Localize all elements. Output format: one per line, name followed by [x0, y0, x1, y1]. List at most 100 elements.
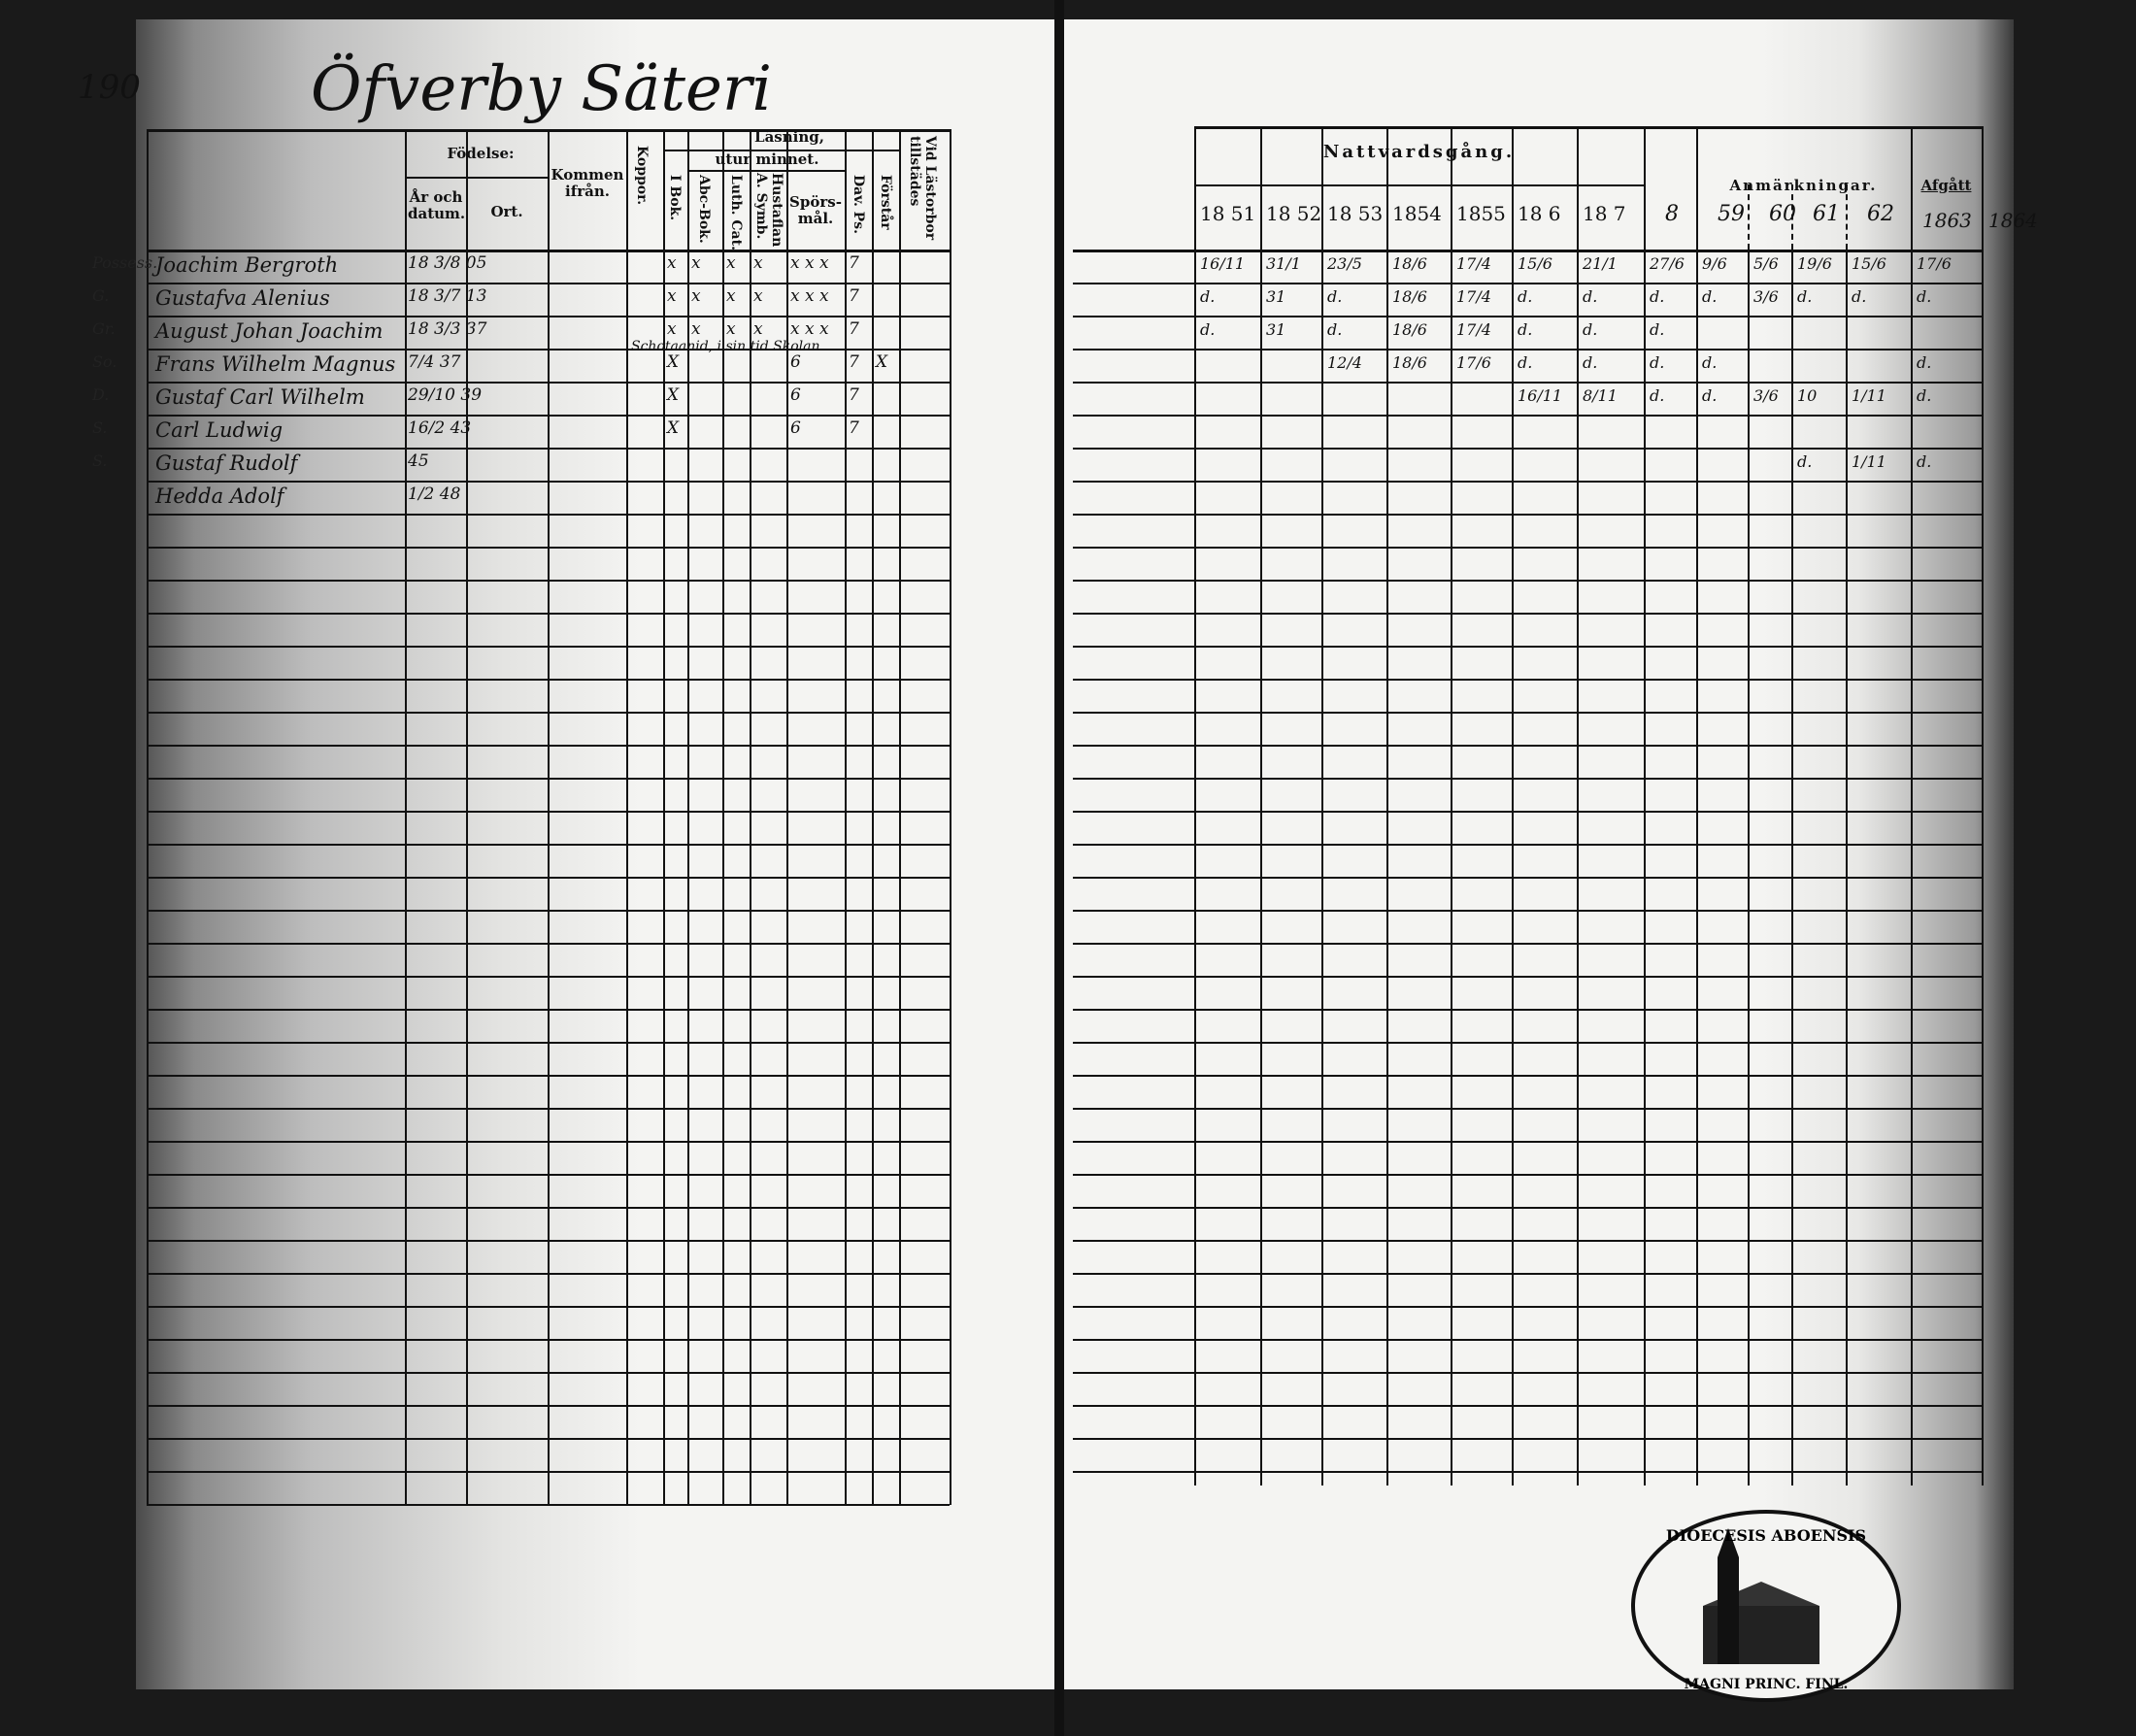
row-line	[1073, 481, 1982, 483]
row-line	[147, 976, 950, 978]
communion-entry: 12/4	[1327, 353, 1362, 372]
row-line	[147, 250, 950, 252]
margin-note: So.	[92, 352, 117, 371]
column-line	[626, 129, 628, 1505]
column-line	[1512, 126, 1514, 1486]
header-line	[663, 150, 899, 151]
communion-entry: 23/5	[1327, 254, 1362, 273]
reading-mark: x	[753, 253, 763, 273]
column-line	[722, 129, 724, 1505]
communion-entry: d.	[1200, 287, 1216, 306]
year-header: 18 53	[1327, 202, 1384, 225]
reading-mark: X	[667, 418, 680, 438]
communion-entry: 31/1	[1266, 254, 1301, 273]
row-line	[1073, 1207, 1982, 1209]
remark-year-header: 59	[1718, 202, 1745, 226]
header-koppor: Koppor.	[634, 146, 650, 206]
header-forstar: Förstår	[878, 175, 893, 230]
birth-date: 18 3/3 37	[408, 319, 487, 339]
remark-year-header: 8	[1665, 202, 1679, 226]
header-sporsmal: Spörs-mål.	[789, 193, 842, 227]
row-line	[147, 1174, 950, 1176]
birth-date: 7/4 37	[408, 352, 461, 372]
column-line	[1194, 126, 1196, 1486]
column-line	[1846, 250, 1848, 1486]
column-line	[687, 129, 689, 1505]
row-line	[147, 1273, 950, 1275]
header-afgatt: Afgått	[1920, 177, 1972, 194]
row-line	[1073, 1042, 1982, 1044]
header-top-line	[147, 129, 950, 132]
row-line	[1073, 877, 1982, 879]
reading-mark: x	[667, 319, 677, 339]
column-line	[1748, 250, 1750, 1486]
communion-entry: d.	[1917, 287, 1932, 306]
header-line	[405, 177, 548, 179]
column-line	[663, 129, 665, 1505]
row-line	[147, 910, 950, 912]
reading-mark: x	[726, 253, 736, 273]
column-line	[845, 129, 847, 1505]
row-line	[1073, 1438, 1982, 1440]
communion-entry: 16/11	[1200, 254, 1246, 273]
row-line	[1073, 1273, 1982, 1275]
communion-entry: d.	[1702, 353, 1718, 372]
left-page	[136, 19, 1058, 1689]
row-line	[147, 1339, 950, 1341]
reading-mark: x	[753, 286, 763, 306]
header-abc-bok: Abc-Bok.	[696, 175, 712, 244]
row-line	[147, 1207, 950, 1209]
row-line	[147, 844, 950, 846]
diocese-stamp: DIOECESIS ABOENSIS MAGNI PRINC. FINL.	[1631, 1510, 1901, 1702]
communion-entry: 17/6	[1917, 254, 1952, 273]
row-line	[147, 811, 950, 813]
header-dav-ps: Dav. Ps.	[851, 175, 866, 234]
row-line	[1073, 514, 1982, 516]
row-line	[1073, 646, 1982, 648]
row-line	[1073, 811, 1982, 813]
birth-date: 29/10 39	[408, 385, 483, 405]
afgatt-year: 1863	[1922, 209, 1972, 232]
communion-entry: d.	[1583, 320, 1598, 339]
dashed-line	[1748, 184, 1750, 250]
communion-entry: d.	[1702, 287, 1718, 306]
row-line	[1073, 613, 1982, 615]
row-line	[147, 283, 950, 284]
church-icon: DIOECESIS ABOENSIS MAGNI PRINC. FINL.	[1666, 1526, 1866, 1692]
row-line	[1073, 745, 1982, 747]
column-line	[147, 129, 149, 1505]
column-line	[548, 129, 550, 1505]
margin-note: G.	[92, 286, 110, 305]
year-header: 1855	[1456, 202, 1506, 225]
communion-entry: d.	[1518, 287, 1533, 306]
person-name: August Johan Joachim	[155, 319, 384, 343]
row-line	[147, 778, 950, 780]
row-line	[147, 1504, 950, 1506]
reading-mark: x x x	[790, 253, 829, 273]
right-page	[1062, 19, 2014, 1689]
communion-entry: 15/6	[1518, 254, 1552, 273]
communion-entry: 21/1	[1583, 254, 1618, 273]
communion-entry: d.	[1200, 320, 1216, 339]
birth-date: 18 3/7 13	[408, 286, 487, 306]
reading-mark: x	[691, 319, 701, 339]
communion-entry: 8/11	[1583, 386, 1618, 405]
row-line	[147, 745, 950, 747]
person-name: Carl Ludwig	[155, 418, 284, 442]
row-line	[1073, 1306, 1982, 1308]
header-luth-cat: Luth. Cat.	[728, 175, 744, 250]
header-kommen-ifran: Kommen ifrån.	[551, 166, 624, 200]
column-line	[1451, 126, 1452, 1486]
reading-mark: X	[667, 352, 680, 372]
person-name: Gustafva Alenius	[155, 286, 330, 310]
column-line	[1911, 126, 1913, 1486]
row-line	[147, 1240, 950, 1242]
remark-year-header: 61	[1813, 202, 1840, 226]
row-line	[147, 1075, 950, 1077]
row-line	[1073, 547, 1982, 549]
communion-entry: 17/4	[1456, 287, 1491, 306]
year-header: 18 52	[1266, 202, 1322, 225]
communion-entry: 19/6	[1797, 254, 1832, 273]
header-utur-minnet: utur minnet.	[715, 150, 819, 168]
row-line	[147, 1471, 950, 1473]
